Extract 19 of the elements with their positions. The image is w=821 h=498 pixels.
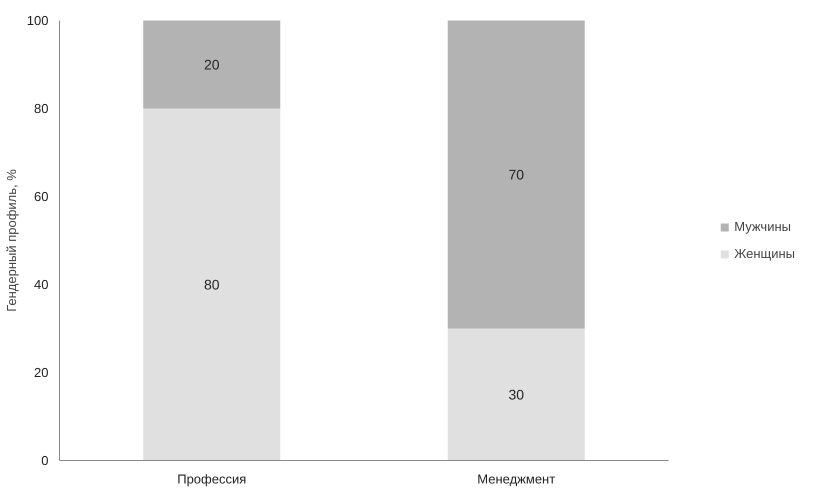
x-tick-label: Менеджмент	[477, 472, 556, 486]
y-tick-label: 80	[34, 101, 49, 116]
x-tick-label: Профессия	[177, 472, 246, 486]
y-tick-label: 40	[34, 277, 49, 292]
y-tick-label: 0	[41, 453, 49, 468]
data-label: 80	[204, 276, 220, 292]
legend-label: Мужчины	[734, 219, 791, 234]
data-label: 70	[508, 166, 524, 182]
bar	[448, 328, 585, 460]
y-axis-title: Гендерный профиль, %	[4, 168, 19, 312]
data-label: 30	[508, 386, 524, 402]
bar	[448, 20, 585, 328]
data-label: 20	[204, 56, 220, 72]
y-tick-label: 100	[26, 13, 49, 28]
y-tick-label: 20	[34, 365, 49, 380]
legend-label: Женщины	[734, 246, 795, 261]
bar	[143, 108, 280, 460]
y-tick-label: 60	[34, 189, 49, 204]
bar	[143, 20, 280, 108]
